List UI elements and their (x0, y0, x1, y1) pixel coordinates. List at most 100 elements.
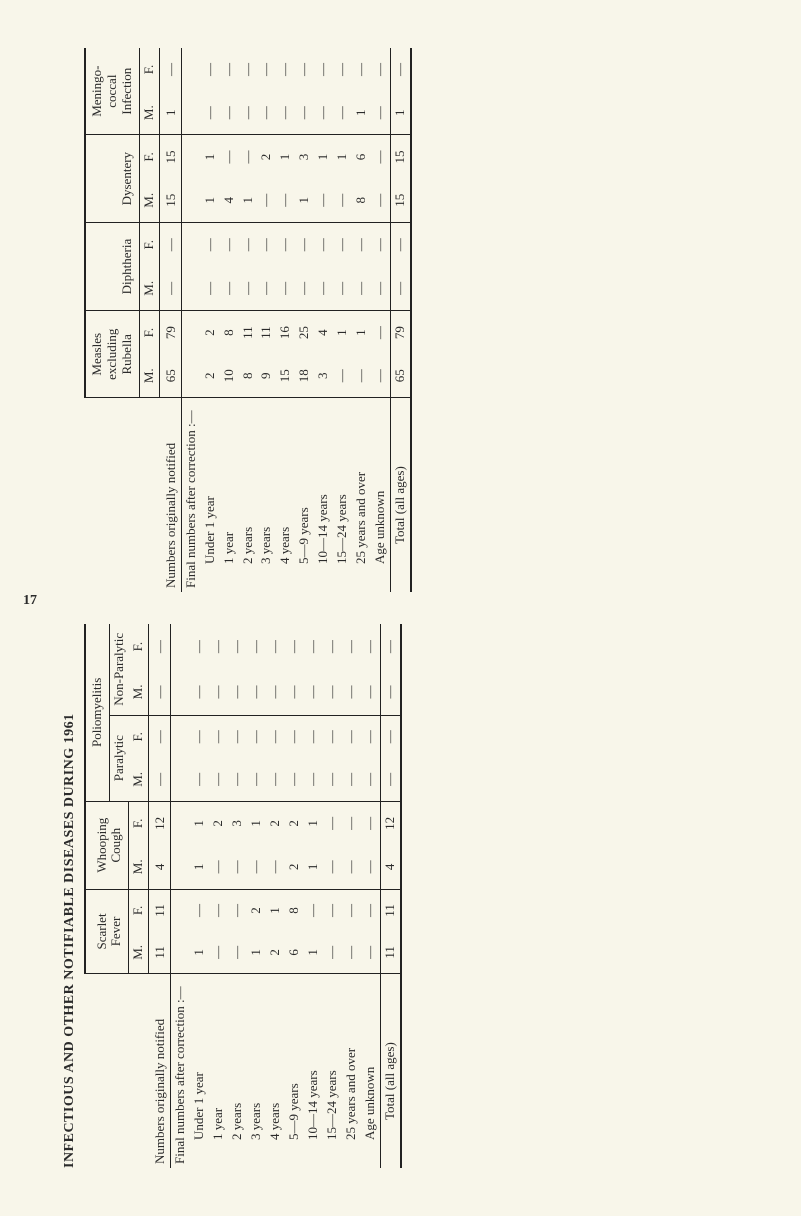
sex-header: F. (139, 48, 159, 91)
cell: — (342, 845, 361, 889)
cell: 1 (304, 931, 323, 974)
row-total: Total (all ages) (391, 398, 411, 592)
cell: — (361, 845, 380, 889)
cell: 1 (333, 135, 352, 179)
cell: 1 (304, 845, 323, 889)
row-age: 15—24 years (323, 974, 342, 1168)
cell: 8 (239, 354, 258, 398)
cell: 4 (314, 311, 333, 355)
cell: — (361, 931, 380, 974)
cell: — (285, 669, 304, 715)
row-age: 5—9 years (295, 398, 314, 592)
cell: 15 (391, 179, 411, 223)
cell: — (149, 624, 171, 669)
cell: 1 (295, 179, 314, 223)
cell: — (209, 669, 228, 715)
cell: 2 (201, 311, 220, 355)
cell: — (149, 758, 171, 801)
cell: — (371, 223, 390, 267)
cell: — (257, 179, 276, 223)
cell: — (304, 669, 323, 715)
cell: 11 (257, 311, 276, 355)
cell (181, 354, 200, 398)
row-age: 1 year (209, 974, 228, 1168)
cell: — (304, 624, 323, 669)
cell: 2 (247, 889, 266, 931)
cell: 8 (220, 311, 239, 355)
cell: 15 (276, 354, 295, 398)
cell: — (239, 135, 258, 179)
cell: 6 (285, 931, 304, 974)
cell: — (257, 91, 276, 135)
cell: — (361, 801, 380, 845)
cell: — (342, 715, 361, 758)
cell: 1 (352, 311, 371, 355)
cell: — (228, 669, 247, 715)
row-final: Final numbers after correction :— (181, 398, 200, 592)
cell: — (380, 715, 400, 758)
cell: 8 (352, 179, 371, 223)
row-age: Age unknown (371, 398, 390, 592)
cell: — (247, 624, 266, 669)
cell: — (266, 715, 285, 758)
cell: — (201, 91, 220, 135)
col-polio: Poliomyelitis (85, 624, 109, 801)
cell: 18 (295, 354, 314, 398)
cell: 4 (149, 845, 171, 889)
cell (181, 48, 200, 91)
cell: 1 (201, 135, 220, 179)
cell: — (314, 266, 333, 310)
cell: — (228, 931, 247, 974)
cell: — (159, 48, 181, 91)
cell: — (304, 889, 323, 931)
sex-header: F. (129, 801, 149, 845)
cell: — (201, 223, 220, 267)
cell: — (228, 889, 247, 931)
cell: 65 (391, 354, 411, 398)
cell: — (209, 931, 228, 974)
cell: — (361, 669, 380, 715)
cell: — (257, 223, 276, 267)
left-table: ScarletFever WhoopingCough Poliomyelitis… (84, 624, 402, 1168)
cell: — (352, 48, 371, 91)
cell (181, 135, 200, 179)
cell: — (201, 266, 220, 310)
cell: — (247, 845, 266, 889)
cell: 9 (257, 354, 276, 398)
cell: 11 (149, 931, 171, 974)
cell (171, 758, 190, 801)
cell: 79 (159, 311, 181, 355)
col-scarlet: ScarletFever (85, 889, 129, 974)
cell: — (285, 758, 304, 801)
cell: 3 (295, 135, 314, 179)
cell: — (333, 91, 352, 135)
cell: — (285, 624, 304, 669)
sex-header: F. (129, 715, 149, 758)
cell: — (190, 669, 209, 715)
cell: 12 (380, 801, 400, 845)
cell: 1 (239, 179, 258, 223)
cell (181, 266, 200, 310)
cell: — (371, 354, 390, 398)
cell: 1 (266, 889, 285, 931)
cell: — (304, 715, 323, 758)
cell (171, 715, 190, 758)
cell: — (342, 801, 361, 845)
cell: — (257, 266, 276, 310)
cell: 11 (239, 311, 258, 355)
cell (171, 845, 190, 889)
cell: — (149, 715, 171, 758)
sex-header: F. (139, 135, 159, 179)
cell: — (361, 715, 380, 758)
cell: — (266, 758, 285, 801)
cell (171, 669, 190, 715)
cell: — (323, 931, 342, 974)
cell: — (228, 624, 247, 669)
row-age: 2 years (239, 398, 258, 592)
cell: — (352, 223, 371, 267)
cell: 1 (276, 135, 295, 179)
cell: 2 (266, 801, 285, 845)
row-age: 5—9 years (285, 974, 304, 1168)
row-age: 3 years (257, 398, 276, 592)
cell: 2 (266, 931, 285, 974)
